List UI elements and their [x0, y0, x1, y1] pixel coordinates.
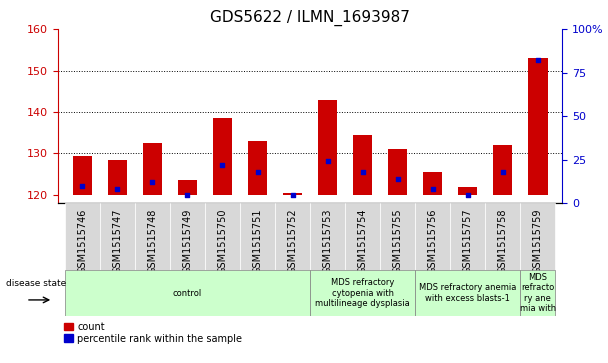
Point — [182, 192, 192, 197]
Point — [218, 162, 227, 168]
Point — [358, 169, 367, 175]
Text: GSM1515759: GSM1515759 — [533, 209, 543, 274]
Text: GSM1515757: GSM1515757 — [463, 209, 473, 274]
Text: disease state: disease state — [6, 279, 66, 287]
Point — [463, 192, 472, 197]
Point — [112, 187, 122, 192]
Point — [323, 159, 333, 164]
Point — [533, 57, 543, 63]
Bar — [458, 187, 477, 195]
Text: GSM1515758: GSM1515758 — [498, 209, 508, 274]
Text: GSM1515750: GSM1515750 — [218, 209, 227, 274]
Bar — [520, 270, 555, 316]
Bar — [143, 143, 162, 195]
Bar — [108, 160, 127, 195]
Text: GSM1515751: GSM1515751 — [252, 209, 263, 274]
Text: GSM1515754: GSM1515754 — [358, 209, 368, 274]
Text: GSM1515753: GSM1515753 — [323, 209, 333, 274]
Bar — [493, 145, 513, 195]
Point — [77, 183, 87, 189]
Point — [148, 179, 157, 185]
Bar — [205, 203, 240, 270]
Text: MDS refractory
cytopenia with
multilineage dysplasia: MDS refractory cytopenia with multilinea… — [316, 278, 410, 308]
Bar — [423, 172, 443, 195]
Point — [253, 169, 263, 175]
Text: GSM1515746: GSM1515746 — [77, 209, 88, 274]
Text: GSM1515756: GSM1515756 — [428, 209, 438, 274]
Bar — [318, 99, 337, 195]
Point — [428, 187, 438, 192]
Bar — [135, 203, 170, 270]
Bar — [415, 203, 451, 270]
Bar — [310, 270, 415, 316]
Bar — [388, 149, 407, 195]
Point — [393, 176, 402, 182]
Bar — [100, 203, 135, 270]
Bar — [65, 203, 100, 270]
Bar — [170, 203, 205, 270]
Bar — [451, 203, 485, 270]
Bar — [275, 203, 310, 270]
Bar — [240, 203, 275, 270]
Bar — [248, 141, 267, 195]
Bar — [178, 180, 197, 195]
Title: GDS5622 / ILMN_1693987: GDS5622 / ILMN_1693987 — [210, 10, 410, 26]
Bar — [213, 118, 232, 195]
Bar — [65, 270, 310, 316]
Text: GSM1515749: GSM1515749 — [182, 209, 192, 274]
Bar — [528, 58, 548, 195]
Legend: count, percentile rank within the sample: count, percentile rank within the sample — [63, 321, 243, 344]
Point — [498, 169, 508, 175]
Text: control: control — [173, 289, 202, 298]
Bar — [415, 270, 520, 316]
Bar — [520, 203, 555, 270]
Bar — [485, 203, 520, 270]
Point — [288, 192, 297, 197]
Text: GSM1515752: GSM1515752 — [288, 209, 297, 274]
Bar — [283, 193, 302, 195]
Text: MDS refractory anemia
with excess blasts-1: MDS refractory anemia with excess blasts… — [419, 284, 516, 303]
Bar — [345, 203, 380, 270]
Bar — [72, 156, 92, 195]
Bar — [353, 135, 372, 195]
Text: GSM1515748: GSM1515748 — [147, 209, 157, 274]
Bar — [380, 203, 415, 270]
Text: GSM1515747: GSM1515747 — [112, 209, 122, 274]
Text: MDS
refracto
ry ane
mia with: MDS refracto ry ane mia with — [520, 273, 556, 313]
Bar — [310, 203, 345, 270]
Text: GSM1515755: GSM1515755 — [393, 209, 402, 274]
